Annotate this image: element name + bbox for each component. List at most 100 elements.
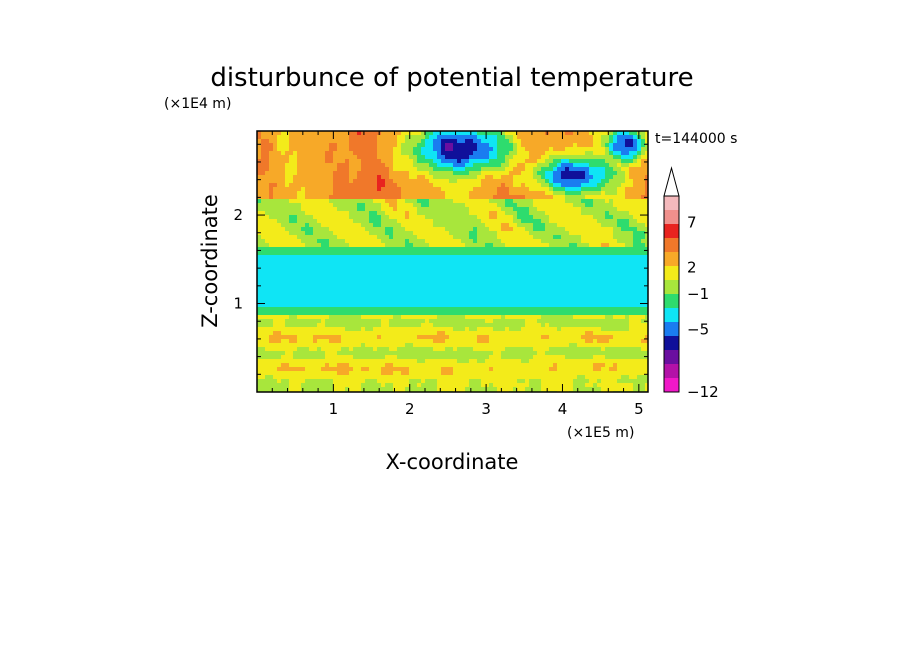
contour-cell [333, 207, 338, 212]
contour-cell [325, 267, 330, 272]
contour-cell [545, 223, 550, 228]
contour-cell [605, 227, 610, 232]
contour-cell [269, 131, 274, 136]
contour-cell [613, 143, 618, 148]
contour-cell [281, 271, 286, 276]
contour-cell [345, 223, 350, 228]
contour-cell [293, 283, 298, 288]
contour-cell [457, 291, 462, 296]
contour-cell [377, 307, 382, 312]
contour-cell [345, 139, 350, 144]
contour-cell [377, 139, 382, 144]
contour-cell [321, 303, 326, 308]
contour-cell [365, 275, 370, 280]
contour-cell [385, 155, 390, 160]
contour-cell [285, 155, 290, 160]
contour-cell [521, 223, 526, 228]
contour-cell [629, 259, 634, 264]
contour-cell [357, 331, 362, 336]
contour-cell [481, 195, 486, 200]
contour-cell [361, 271, 366, 276]
contour-cell [289, 203, 294, 208]
contour-cell [361, 303, 366, 308]
contour-cell [277, 299, 282, 304]
contour-cell [425, 279, 430, 284]
contour-cell [269, 279, 274, 284]
contour-cell [397, 143, 402, 148]
contour-cell [281, 207, 286, 212]
contour-cell [285, 151, 290, 156]
contour-cell [265, 163, 270, 168]
contour-cell [381, 243, 386, 248]
contour-cell [305, 151, 310, 156]
contour-cell [425, 163, 430, 168]
contour-cell [417, 147, 422, 152]
contour-cell [309, 331, 314, 336]
contour-cell [333, 195, 338, 200]
contour-cell [449, 323, 454, 328]
contour-cell [521, 147, 526, 152]
contour-cell [437, 147, 442, 152]
contour-cell [425, 223, 430, 228]
contour-cell [265, 135, 270, 140]
contour-cell [269, 251, 274, 256]
contour-cell [437, 163, 442, 168]
contour-cell [389, 203, 394, 208]
contour-cell [261, 295, 266, 300]
contour-cell [473, 291, 478, 296]
contour-cell [525, 223, 530, 228]
contour-cell [401, 287, 406, 292]
contour-cell [369, 223, 374, 228]
contour-cell [301, 203, 306, 208]
contour-cell [545, 167, 550, 172]
contour-cell [545, 215, 550, 220]
contour-cell [505, 243, 510, 248]
contour-cell [265, 147, 270, 152]
contour-cell [557, 263, 562, 268]
contour-cell [625, 175, 630, 180]
contour-cell [289, 243, 294, 248]
contour-cell [345, 259, 350, 264]
contour-cell [637, 283, 642, 288]
contour-cell [481, 187, 486, 192]
contour-cell [505, 219, 510, 224]
contour-cell [553, 243, 558, 248]
contour-cell [453, 227, 458, 232]
contour-cell [625, 167, 630, 172]
contour-cell [525, 235, 530, 240]
contour-cell [417, 135, 422, 140]
contour-cell [501, 307, 506, 312]
contour-cell [425, 331, 430, 336]
contour-cell [513, 299, 518, 304]
contour-cell [525, 183, 530, 188]
contour-cell [477, 179, 482, 184]
contour-cell [589, 311, 594, 316]
contour-cell [585, 299, 590, 304]
contour-cell [405, 319, 410, 324]
contour-cell [605, 175, 610, 180]
contour-cell [645, 263, 648, 268]
contour-cell [429, 179, 434, 184]
contour-cell [265, 239, 270, 244]
contour-cell [561, 299, 566, 304]
contour-cell [417, 191, 422, 196]
contour-cell [613, 219, 618, 224]
contour-cell [637, 195, 642, 200]
contour-cell [389, 179, 394, 184]
contour-cell [341, 291, 346, 296]
contour-cell [573, 319, 578, 324]
contour-cell [277, 139, 282, 144]
contour-cell [461, 227, 466, 232]
contour-cell [609, 139, 614, 144]
contour-cell [597, 175, 602, 180]
contour-cell [445, 147, 450, 152]
contour-cell [429, 291, 434, 296]
contour-cell [409, 207, 414, 212]
contour-cell [269, 223, 274, 228]
contour-cell [273, 223, 278, 228]
contour-cell [513, 219, 518, 224]
contour-cell [453, 323, 458, 328]
contour-cell [373, 331, 378, 336]
contour-cell [581, 203, 586, 208]
contour-cell [329, 235, 334, 240]
